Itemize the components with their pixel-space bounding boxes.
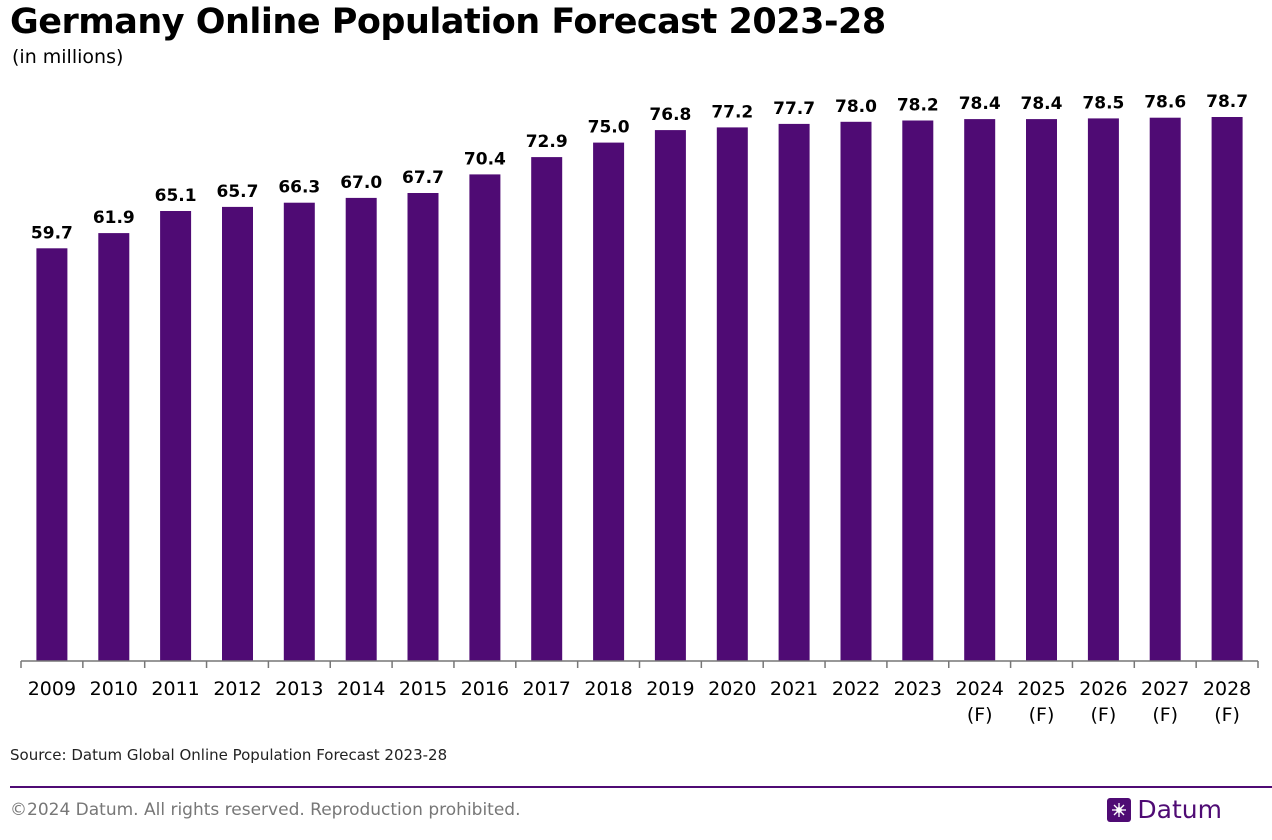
value-label: 65.7 [217,182,259,202]
value-label: 61.9 [93,208,135,228]
bar-2023 [902,120,934,661]
category-label: 2014 [337,678,385,700]
bar-2016 [469,174,501,661]
bar-2009 [36,248,68,662]
category-label: 2023 [894,678,942,700]
value-label: 78.4 [1021,94,1063,114]
category-label: 2027 (F) [1141,678,1189,726]
value-label: 78.2 [897,96,939,116]
bar-2025-F [1026,119,1057,662]
value-label: 77.2 [711,102,753,122]
source-note: Source: Datum Global Online Population F… [10,746,448,764]
category-label: 2020 [708,678,756,700]
value-label: 78.0 [835,97,877,117]
brand-logo: Datum [1107,795,1222,824]
value-label: 65.1 [155,186,197,206]
bar-2020 [716,127,748,661]
value-label: 67.0 [340,173,382,193]
bar-2010 [98,233,130,661]
bar-2012 [222,206,253,661]
bar-2011 [160,211,192,661]
chart-title: Germany Online Population Forecast 2023-… [10,2,886,42]
value-labels-group: 59.7 61.9 65.1 65.7 66.3 67.0 67.7 70.4 72.9 75.0… [31,92,1248,243]
value-label: 78.6 [1144,93,1186,113]
category-label: 2024 (F) [956,678,1004,726]
category-label: 2019 [646,678,694,700]
bar-2018 [593,142,625,662]
value-label: 76.8 [649,105,691,125]
bar-2019 [654,130,686,662]
category-label: 2009 [28,678,76,700]
value-label: 78.4 [959,94,1001,114]
category-label: 2013 [275,678,323,700]
category-label: 2011 [151,678,199,700]
bar-2015 [407,193,439,661]
bar-2028-F [1211,117,1243,661]
value-label: 72.9 [526,132,568,152]
value-label: 75.0 [588,118,630,138]
datum-logo-icon [1107,797,1132,822]
brand-name: Datum [1137,795,1222,824]
bar-2013 [283,202,315,661]
value-label: 78.5 [1082,93,1124,113]
category-label: 2010 [90,678,138,700]
category-label: 2021 [770,678,818,700]
category-label: 2017 [523,678,571,700]
bar-2027-F [1149,117,1181,661]
value-label: 77.7 [773,99,815,119]
category-label: 2015 [399,678,447,700]
category-label: 2028 (F) [1203,678,1251,726]
value-label: 70.4 [464,149,506,169]
bar-2026-F [1087,118,1119,661]
category-label: 2016 [461,678,509,700]
value-label: 66.3 [278,178,320,198]
bar-chart: 59.7 61.9 65.1 65.7 66.3 67.0 67.7 70.4 72.9 75.0… [20,92,1259,726]
footer-divider [10,786,1272,788]
category-label: 2025 (F) [1017,678,1065,726]
category-label: 2026 (F) [1079,678,1127,726]
category-labels-group: 2009 2010 2011 2012 2013 2014 2015 2016 2017 2018… [28,678,1252,726]
bar-2021 [778,123,810,661]
bar-2022 [840,121,872,662]
bar-2024-F [964,119,996,662]
value-label: 78.7 [1206,92,1248,112]
value-label: 59.7 [31,223,73,243]
category-label: 2012 [213,678,261,700]
chart-subtitle: (in millions) [12,46,124,68]
bars-group [36,117,1243,662]
value-label: 67.7 [402,168,444,188]
bar-2014 [345,197,377,661]
category-label: 2022 [832,678,880,700]
category-label: 2018 [584,678,632,700]
x-axis-ticks-group [20,661,1259,668]
copyright-text: ©2024 Datum. All rights reserved. Reprod… [10,800,521,820]
bar-2017 [531,157,563,661]
